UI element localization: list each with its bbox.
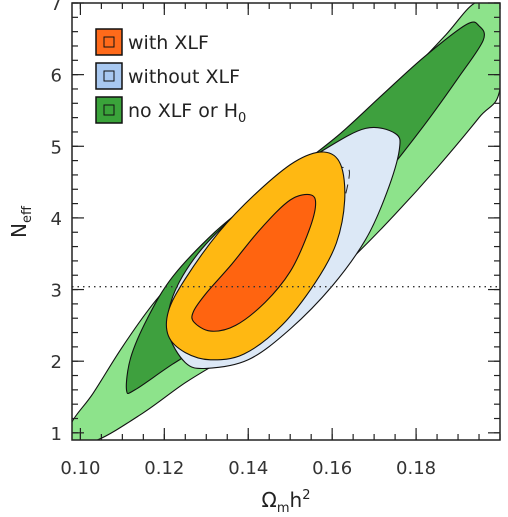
- y-tick-label: 1: [51, 424, 62, 445]
- axis-ticks: [72, 2, 501, 440]
- y-tick-labels: 1 2 3 4 5 6 7: [51, 0, 62, 445]
- legend-item: with XLF: [95, 28, 209, 56]
- legend-item: without XLF: [95, 62, 240, 90]
- legend-item: no XLF or H0: [95, 96, 246, 126]
- legend-swatch: [95, 62, 123, 90]
- legend-label: without XLF: [128, 66, 240, 88]
- legend-label: with XLF: [128, 32, 209, 54]
- y-tick-label: 6: [51, 66, 62, 87]
- x-tick-labels: 0.10 0.12 0.14 0.16 0.18: [60, 458, 436, 479]
- x-tick-label: 0.18: [396, 458, 436, 479]
- legend-swatch-inner: [103, 70, 115, 82]
- x-axis-label: Ωmh2: [262, 488, 311, 516]
- legend-swatch-inner: [103, 104, 115, 116]
- y-tick-label: 2: [51, 352, 62, 373]
- x-tick-label: 0.12: [144, 458, 184, 479]
- y-tick-label: 7: [51, 0, 62, 15]
- y-tick-label: 3: [51, 281, 62, 302]
- y-axis-label: Neff: [7, 205, 35, 238]
- x-tick-label: 0.16: [312, 458, 352, 479]
- y-tick-label: 5: [51, 137, 62, 158]
- confidence-regions: [72, 3, 500, 440]
- with-xlf-68-region: [191, 193, 317, 332]
- legend-swatch-inner: [103, 36, 115, 48]
- legend-label: no XLF or H0: [128, 100, 246, 126]
- y-tick-label: 4: [51, 209, 62, 230]
- x-tick-label: 0.14: [228, 458, 268, 479]
- plot-frame: [71, 2, 501, 441]
- x-tick-label: 0.10: [60, 458, 100, 479]
- legend: with XLF without XLF no XLF or H0: [95, 28, 246, 126]
